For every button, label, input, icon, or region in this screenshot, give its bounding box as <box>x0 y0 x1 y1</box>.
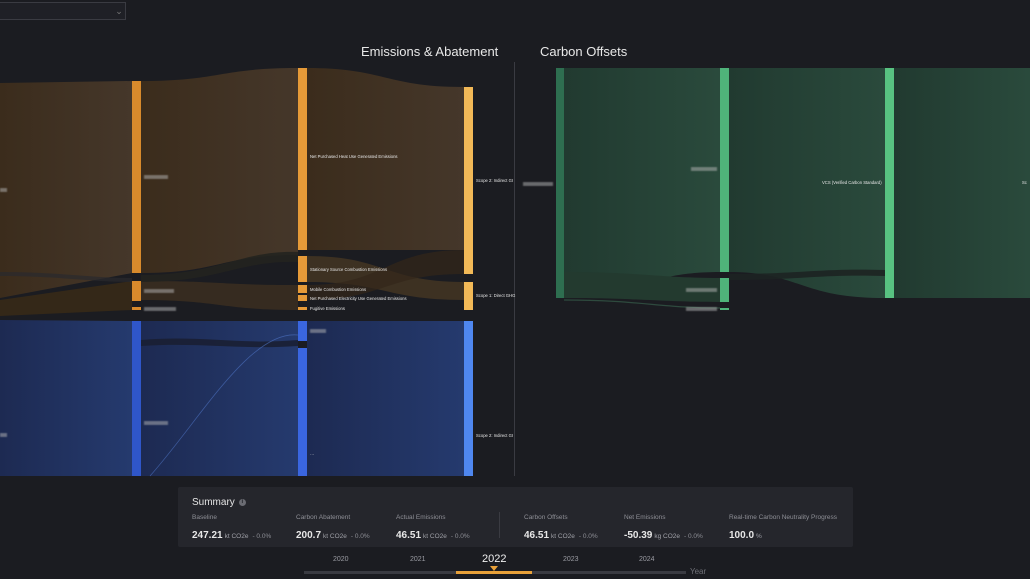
metric-unit: kg CO2e <box>654 533 681 540</box>
year-option-2021[interactable]: 2021 <box>410 556 426 563</box>
sankey-node[interactable] <box>720 68 729 272</box>
node-label-vcs: VCS (Verified Carbon Standard) <box>822 180 882 185</box>
metric-unit: kt CO2e <box>423 533 447 540</box>
sankey-node[interactable] <box>298 256 307 282</box>
sankey-node[interactable] <box>298 285 307 293</box>
blurred-label <box>144 175 168 179</box>
info-icon[interactable]: i <box>238 499 246 506</box>
blurred-label <box>523 182 553 186</box>
metric-value: 200.7 <box>296 530 322 541</box>
emissions-nodes <box>132 68 473 476</box>
metric-unit: kt CO2e <box>323 533 347 540</box>
sankey-node[interactable] <box>720 308 729 310</box>
metric-change: - 0.0% <box>252 533 272 540</box>
year-timeline: 2020 2021 2022 2023 2024 Year <box>0 552 1030 579</box>
node-label-net-heat: Net Purchased Heat Use Generated Emissio… <box>310 154 398 159</box>
blurred-label <box>686 288 717 292</box>
metric-net-emissions: Net Emissions -50.39 kg CO2e - 0.0% <box>624 514 703 543</box>
year-option-2022[interactable]: 2022 <box>482 553 507 565</box>
sankey-node[interactable] <box>132 321 141 476</box>
metric-label: Real-time Carbon Neutrality Progress <box>729 514 838 521</box>
node-label-small-bottom: … <box>310 451 314 456</box>
blurred-label <box>144 421 168 425</box>
sankey-node[interactable] <box>132 307 141 310</box>
sankey-node[interactable] <box>298 295 307 301</box>
metric-baseline: Baseline 247.21 kt CO2e - 0.0% <box>192 514 271 543</box>
sankey-node[interactable] <box>464 321 473 476</box>
sankey-node[interactable] <box>298 307 307 310</box>
metric-value: 46.51 <box>524 530 550 541</box>
sankey-node[interactable] <box>885 68 894 298</box>
flow-band <box>141 251 298 282</box>
timeline-axis-label: Year <box>690 567 707 576</box>
metric-unit: % <box>756 533 762 540</box>
sankey-diagrams: Net Purchased Heat Use Generated Emissio… <box>0 68 1030 477</box>
node-label-scope2-top: Scope 2: Indirect GI <box>476 178 513 183</box>
chevron-down-icon: ⌄ <box>115 5 123 16</box>
emissions-section-title: Emissions & Abatement <box>361 44 499 59</box>
metric-change: - 0.0% <box>450 533 470 540</box>
blurred-label <box>310 329 326 333</box>
year-option-2023[interactable]: 2023 <box>563 556 579 563</box>
node-label-scope2-bottom: Scope 2: Indirect GI <box>476 433 513 438</box>
blurred-label <box>686 307 717 311</box>
blurred-label <box>0 433 7 437</box>
sankey-node[interactable] <box>464 282 473 310</box>
metric-label: Net Emissions <box>624 514 666 521</box>
emissions-flows-brown <box>0 68 464 316</box>
sankey-node[interactable] <box>556 68 564 298</box>
metric-actual-emissions: Actual Emissions 46.51 kt CO2e - 0.0% <box>396 514 470 543</box>
metric-value: 100.0 <box>729 530 755 541</box>
sankey-node[interactable] <box>132 81 141 273</box>
metric-value: 46.51 <box>396 530 422 541</box>
metric-label: Actual Emissions <box>396 514 446 521</box>
section-divider <box>514 62 515 476</box>
metric-change: - 0.0% <box>578 533 598 540</box>
blurred-label <box>144 307 176 311</box>
summary-header: Summary i <box>192 497 246 508</box>
summary-divider <box>499 512 500 538</box>
metric-value: 247.21 <box>192 530 223 541</box>
blurred-label <box>144 289 174 293</box>
metric-change: - 0.0% <box>350 533 370 540</box>
node-label-net-electricity: Net Purchased Electricity Use Generated … <box>310 296 407 301</box>
emissions-flows-blue <box>0 320 464 477</box>
flow-band <box>0 272 132 282</box>
node-label-stationary: Stationary Source Combustion Emissions <box>310 267 387 272</box>
node-label-mobile: Mobile Combustion Emissions <box>310 287 366 292</box>
metric-label: Carbon Offsets <box>524 514 568 521</box>
blurred-label <box>0 188 7 192</box>
year-option-2020[interactable]: 2020 <box>333 556 349 563</box>
metric-neutrality-progress: Real-time Carbon Neutrality Progress 100… <box>729 514 837 543</box>
metric-unit: kt CO2e <box>551 533 575 540</box>
metric-label: Baseline <box>192 514 217 521</box>
metric-change: - 0.0% <box>684 533 703 540</box>
offsets-flows <box>563 68 1030 309</box>
summary-title: Summary <box>192 497 235 508</box>
metric-carbon-abatement: Carbon Abatement 200.7 kt CO2e - 0.0% <box>296 514 370 543</box>
year-option-2024[interactable]: 2024 <box>639 556 655 563</box>
metric-label: Carbon Abatement <box>296 514 351 521</box>
sankey-node[interactable] <box>720 278 729 302</box>
summary-panel: Summary i Baseline 247.21 kt CO2e - 0.0% C… <box>178 487 853 547</box>
metric-value: -50.39 <box>624 530 653 541</box>
node-label-right-edge: Sc <box>1022 180 1027 185</box>
offsets-section-title: Carbon Offsets <box>540 44 628 59</box>
filter-dropdown[interactable]: ⌄ <box>0 2 126 20</box>
sankey-node[interactable] <box>132 281 141 301</box>
sankey-node[interactable] <box>298 321 307 341</box>
metric-carbon-offsets: Carbon Offsets 46.51 kt CO2e - 0.0% <box>524 514 598 543</box>
node-label-scope1: Scope 1: Direct GHG <box>476 293 515 298</box>
blurred-label <box>691 167 717 171</box>
timeline-selected-range <box>456 571 532 574</box>
node-label-fugitive: Fugitive Emissions <box>310 306 345 311</box>
sankey-node[interactable] <box>298 348 307 476</box>
sankey-node[interactable] <box>464 87 473 274</box>
sankey-node[interactable] <box>298 68 307 250</box>
timeline-marker-icon[interactable] <box>490 566 498 571</box>
metric-unit: kt CO2e <box>224 533 249 540</box>
offsets-nodes <box>556 68 894 310</box>
